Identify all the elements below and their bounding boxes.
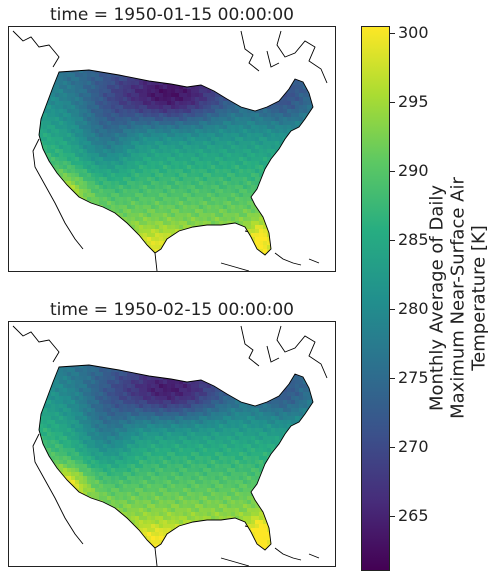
colorbar-tick-mark	[390, 446, 395, 448]
colorbar	[361, 26, 390, 571]
colorbar-tick-mark	[390, 308, 395, 310]
colorbar-tick-label: 295	[398, 91, 429, 111]
colorbar-label-line-1: Monthly Average of Daily	[426, 184, 448, 412]
map-svg-2	[12, 325, 328, 566]
us-coastline-1	[38, 69, 314, 256]
colorbar-label: Monthly Average of Daily Maximum Near-Su…	[427, 128, 490, 468]
colorbar-tick-mark	[390, 515, 395, 517]
colorbar-tick-mark	[390, 101, 395, 103]
us-coastline-2	[38, 364, 314, 551]
colorbar-tick-label: 300	[398, 22, 429, 42]
colorbar-label-line-2: Maximum Near-Surface Air	[447, 177, 469, 419]
map-svg-1	[12, 30, 328, 271]
colorbar-ticks: 265 270 275 280 285 290 295 300	[390, 22, 450, 571]
canada-coastline-1	[12, 30, 328, 271]
colorbar-tick-label: 275	[398, 367, 429, 387]
panel-1-title: time = 1950-01-15 00:00:00	[49, 5, 294, 25]
map-panel-1[interactable]	[8, 26, 336, 272]
colorbar-tick-label: 270	[398, 436, 429, 456]
colorbar-tick-mark	[390, 170, 395, 172]
colorbar-label-line-3: Temperature [K]	[468, 225, 490, 371]
map-panel-2[interactable]	[8, 321, 336, 567]
colorbar-tick-label: 265	[398, 505, 429, 525]
colorbar-tick-label: 290	[398, 160, 429, 180]
colorbar-tick-label: 280	[398, 298, 429, 318]
colorbar-tick-label: 285	[398, 229, 429, 249]
colorbar-tick-mark	[390, 32, 395, 34]
panel-2-title: time = 1950-02-15 00:00:00	[49, 300, 294, 320]
colorbar-tick-mark	[390, 377, 395, 379]
colorbar-tick-mark	[390, 239, 395, 241]
